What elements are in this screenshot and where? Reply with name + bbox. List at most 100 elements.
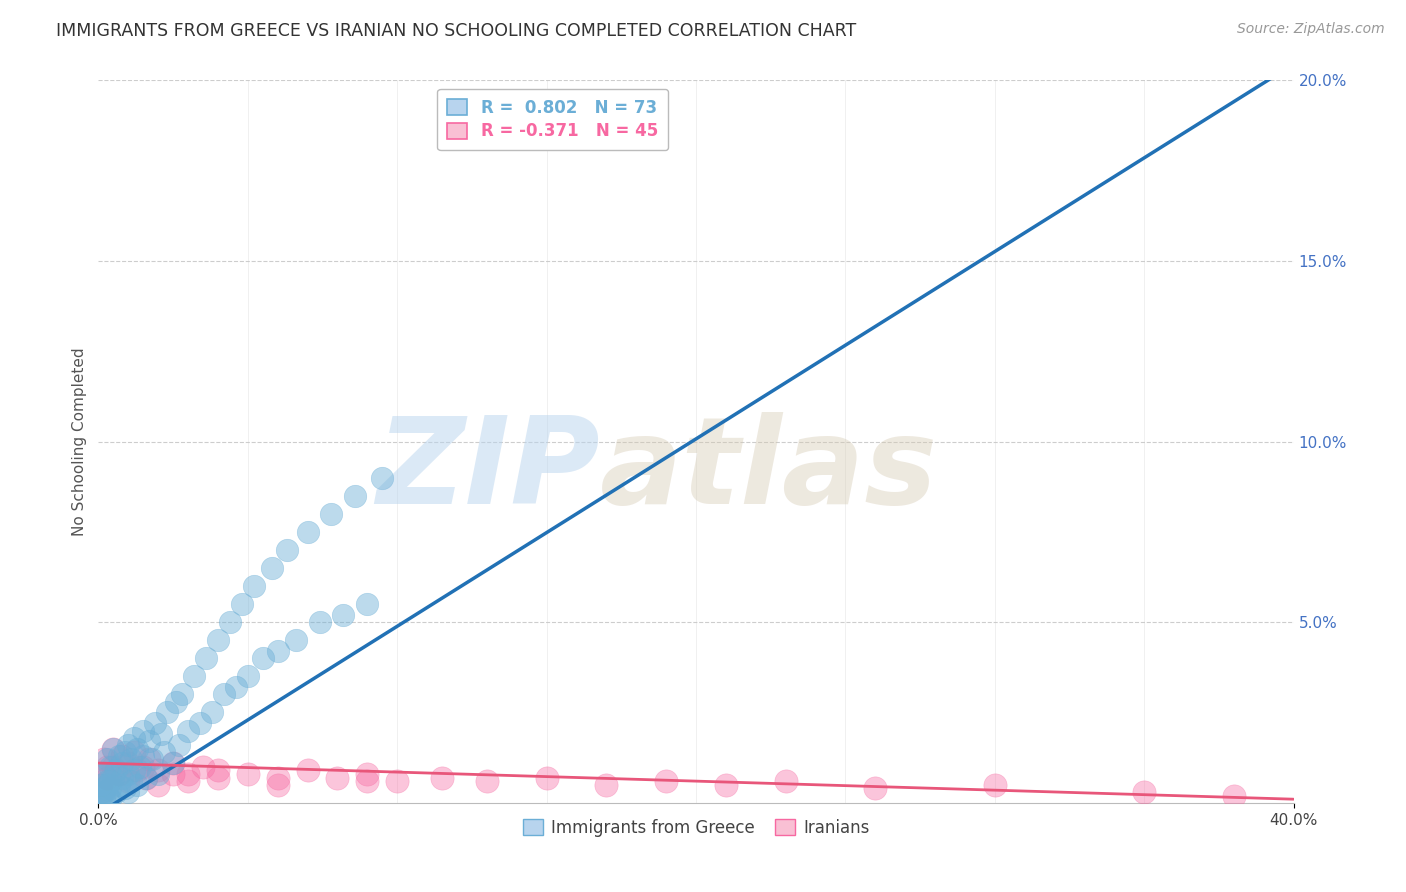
Point: [114, 745, 136, 759]
Point: [1133, 785, 1156, 799]
Point: [138, 752, 160, 766]
Point: [430, 771, 453, 785]
Point: [177, 774, 200, 789]
Point: [103, 741, 125, 756]
Point: [96, 789, 118, 803]
Point: [105, 764, 128, 778]
Point: [714, 778, 737, 792]
Point: [201, 706, 224, 720]
Point: [96, 760, 118, 774]
Point: [132, 748, 155, 763]
Point: [143, 716, 166, 731]
Point: [212, 687, 235, 701]
Point: [117, 756, 139, 770]
Point: [90, 767, 112, 781]
Point: [93, 792, 115, 806]
Point: [236, 669, 259, 683]
Point: [129, 760, 152, 774]
Point: [124, 764, 146, 778]
Text: IMMIGRANTS FROM GREECE VS IRANIAN NO SCHOOLING COMPLETED CORRELATION CHART: IMMIGRANTS FROM GREECE VS IRANIAN NO SCH…: [56, 22, 856, 40]
Point: [153, 745, 176, 759]
Point: [321, 507, 343, 521]
Point: [267, 778, 290, 792]
Point: [385, 774, 409, 789]
Point: [90, 778, 112, 792]
Point: [127, 764, 149, 778]
Point: [371, 471, 394, 485]
Point: [111, 771, 134, 785]
Point: [162, 756, 184, 770]
Point: [536, 771, 558, 785]
Point: [96, 778, 118, 792]
Point: [148, 767, 170, 781]
Point: [195, 651, 218, 665]
Point: [120, 752, 142, 766]
Point: [98, 781, 122, 796]
Point: [93, 767, 115, 781]
Point: [132, 723, 155, 738]
Point: [96, 752, 118, 766]
Point: [135, 771, 157, 785]
Point: [150, 727, 173, 741]
Point: [276, 542, 298, 557]
Point: [105, 764, 128, 778]
Point: [96, 774, 118, 789]
Point: [775, 774, 797, 789]
Point: [98, 774, 122, 789]
Point: [111, 756, 134, 770]
Point: [356, 774, 378, 789]
Point: [135, 771, 157, 785]
Point: [90, 785, 112, 799]
Text: atlas: atlas: [600, 412, 938, 529]
Point: [260, 561, 283, 575]
Point: [332, 607, 354, 622]
Point: [90, 789, 112, 803]
Point: [96, 771, 118, 785]
Point: [243, 579, 266, 593]
Point: [117, 767, 139, 781]
Point: [148, 764, 170, 778]
Point: [297, 524, 319, 539]
Point: [98, 760, 122, 774]
Point: [219, 615, 242, 630]
Point: [138, 734, 160, 748]
Text: ZIP: ZIP: [377, 412, 600, 529]
Point: [111, 748, 134, 763]
Point: [156, 706, 179, 720]
Point: [117, 785, 139, 799]
Point: [356, 597, 378, 611]
Point: [108, 767, 131, 781]
Point: [225, 680, 247, 694]
Point: [231, 597, 253, 611]
Point: [103, 771, 125, 785]
Point: [124, 745, 146, 759]
Point: [127, 741, 149, 756]
Point: [595, 778, 617, 792]
Point: [236, 767, 259, 781]
Point: [356, 767, 378, 781]
Point: [141, 752, 163, 766]
Point: [188, 716, 211, 731]
Point: [117, 738, 139, 752]
Point: [308, 615, 330, 630]
Point: [93, 781, 115, 796]
Point: [172, 687, 194, 701]
Point: [93, 752, 115, 766]
Y-axis label: No Schooling Completed: No Schooling Completed: [72, 347, 87, 536]
Point: [177, 723, 200, 738]
Point: [108, 778, 131, 792]
Point: [284, 633, 307, 648]
Point: [984, 778, 1007, 792]
Point: [103, 760, 125, 774]
Point: [207, 633, 229, 648]
Point: [105, 785, 128, 799]
Point: [1223, 789, 1246, 803]
Point: [124, 731, 146, 745]
Point: [267, 644, 290, 658]
Legend: Immigrants from Greece, Iranians: Immigrants from Greece, Iranians: [515, 810, 877, 845]
Point: [267, 771, 290, 785]
Point: [475, 774, 498, 789]
Point: [177, 767, 200, 781]
Point: [207, 771, 229, 785]
Point: [148, 778, 170, 792]
